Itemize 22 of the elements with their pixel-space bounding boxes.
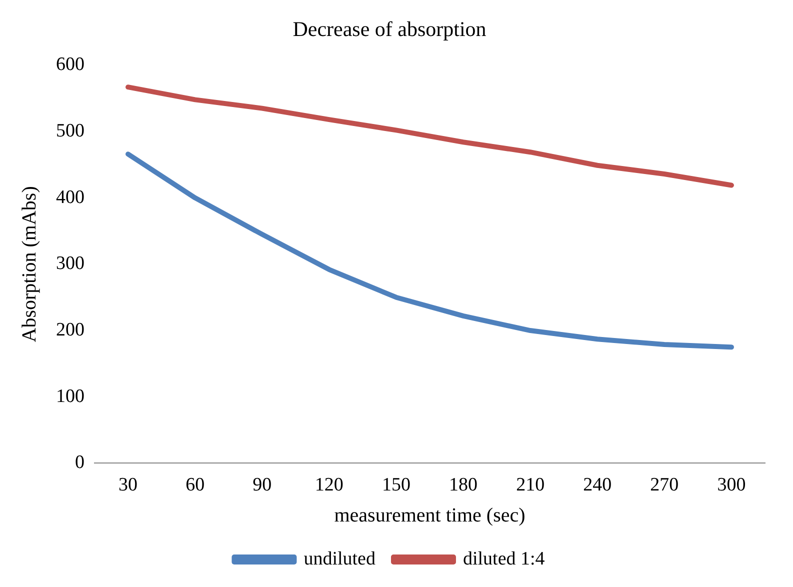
x-tick-label: 30 [118,474,138,496]
x-tick-label: 270 [650,474,679,496]
y-tick-label: 300 [56,253,84,274]
x-tick-label: 150 [382,474,410,496]
x-tick-label: 240 [583,474,612,496]
y-tick-label: 400 [56,186,84,208]
x-tick-label: 90 [252,474,272,496]
legend-label: undiluted [304,548,376,570]
x-axis-title: measurement time (sec) [334,504,526,526]
legend-label: diluted 1:4 [462,548,546,570]
y-tick-label: 200 [56,320,84,341]
y-tick-label: 600 [56,54,84,76]
x-tick-label: 120 [314,474,344,496]
x-tick-label: 300 [717,474,746,496]
y-tick-label: 500 [56,120,84,142]
y-tick-label: 0 [75,452,84,474]
chart-title: Decrease of absorption [292,17,487,42]
x-tick-label: 210 [516,474,545,496]
y-axis-title: Absorption (mAbs) [18,186,40,342]
y-tick-label: 100 [56,386,84,407]
x-tick-label: 60 [186,474,205,496]
x-tick-label: 180 [449,474,478,496]
